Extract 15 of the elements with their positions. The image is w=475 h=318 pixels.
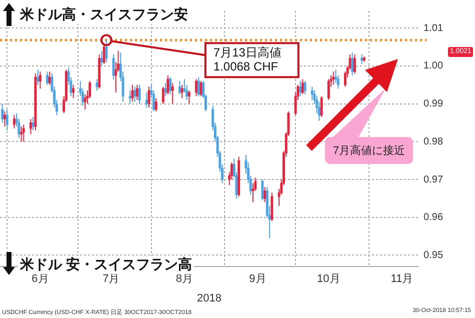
x-tick-label: 11月 <box>390 273 414 286</box>
y-tick-label: 0.99 <box>424 98 444 110</box>
y-tick-label: 0.97 <box>424 174 444 186</box>
y-tick-label: 0.95 <box>424 250 444 261</box>
y-tick-label: 0.98 <box>424 136 444 148</box>
x-tick-label: 9月 <box>249 273 266 286</box>
y-tick-label: 1.00 <box>424 60 444 72</box>
y-tick-label: 1.01 <box>424 22 444 34</box>
annotation: 米ドル 安・スイスフラン高 <box>18 256 194 274</box>
annotation: 7月高値に接近 <box>325 137 414 164</box>
x-tick-label: 10月 <box>317 273 340 286</box>
x-axis-title: 2018 <box>197 292 222 304</box>
annotation: 7月13日高値 1.0068 CHF <box>213 45 282 74</box>
y-tick-label: 0.96 <box>424 212 444 224</box>
annotation: 米ドル高・スイスフラン安 <box>18 6 190 24</box>
